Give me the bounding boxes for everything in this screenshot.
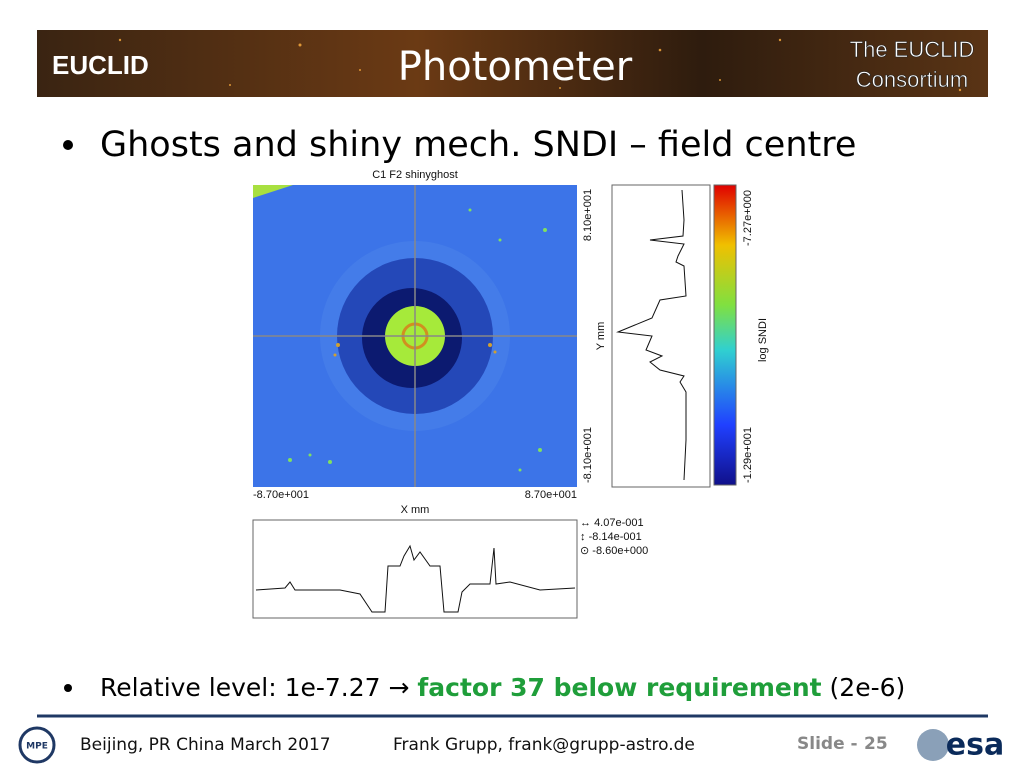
x-label: -8.70e+001 xyxy=(253,489,309,501)
colorbar-title: log SNDI xyxy=(757,318,769,362)
colorbar xyxy=(713,184,737,486)
legend-entry: ⊙ -8.60e+000 xyxy=(580,545,648,557)
vertical-profile-box xyxy=(611,184,711,488)
header-logo: EUCLID xyxy=(52,50,149,80)
bullet-part: Relative level: 1e-7.27 → xyxy=(100,673,417,702)
footer-author: Frank Grupp, frank@grupp-astro.de xyxy=(393,735,695,755)
legend-value: 4.07e-001 xyxy=(594,517,644,529)
colorbar-label: -1.29e+001 xyxy=(742,427,754,483)
bullet-part: (2e-6) xyxy=(822,673,906,702)
bullet-highlight: factor 37 below requirement xyxy=(417,673,821,702)
horizontal-profile xyxy=(255,544,576,613)
mpe-logo xyxy=(18,726,56,764)
figure-title: C1 F2 shinyghost xyxy=(372,169,458,181)
header-title: Photometer xyxy=(398,44,633,90)
esa-logo-text: esa xyxy=(946,728,1004,763)
esa-logo-mark xyxy=(917,729,949,761)
bullet-text: Relative level: 1e-7.27 → factor 37 belo… xyxy=(100,673,905,702)
x-axis-title: X mm xyxy=(401,504,430,516)
consortium-line: The EUCLID xyxy=(850,37,975,62)
vertical-profile xyxy=(616,189,687,481)
x-label: 8.70e+001 xyxy=(525,489,577,501)
ghost-image xyxy=(253,185,577,487)
bullet-dot xyxy=(64,684,72,692)
y-axis-title: Y mm xyxy=(595,322,607,351)
y-label: 8.10e+001 xyxy=(582,189,594,241)
mpe-logo-text: MPE xyxy=(26,742,48,752)
legend-entry: ↔ 4.07e-001 xyxy=(580,517,644,529)
consortium-line: Consortium xyxy=(856,67,968,92)
header-stars xyxy=(118,38,962,92)
legend-entry: ↕ -8.14e-001 xyxy=(580,531,642,543)
bullet-dot xyxy=(63,140,73,150)
horizontal-profile-box xyxy=(252,519,578,619)
slide-label: Slide - xyxy=(797,734,858,754)
legend-value: -8.14e-001 xyxy=(589,531,642,543)
colorbar-label: -7.27e+000 xyxy=(742,190,754,246)
y-label: -8.10e+001 xyxy=(582,427,594,483)
legend-value: -8.60e+000 xyxy=(592,545,648,557)
footer-location: Beijing, PR China March 2017 xyxy=(80,735,331,755)
slide-number: 25 xyxy=(864,734,888,754)
header-band xyxy=(37,30,988,97)
bullet-text: Ghosts and shiny mech. SNDI – field cent… xyxy=(100,125,856,165)
